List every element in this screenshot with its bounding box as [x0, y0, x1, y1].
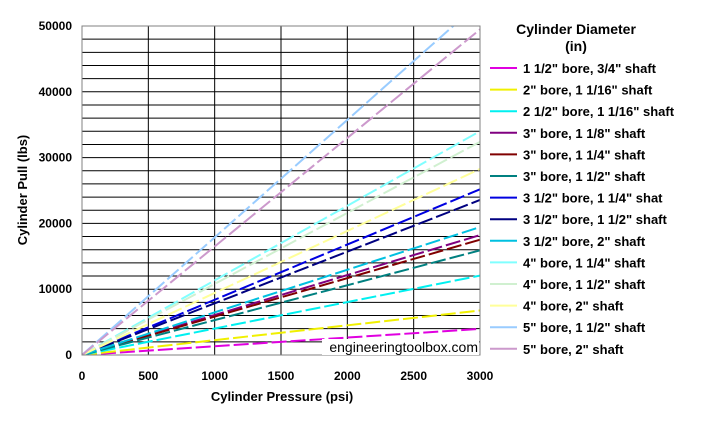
x-tick-label: 2500 — [400, 369, 427, 383]
y-tick-label: 50000 — [39, 19, 73, 33]
legend-title-units: (in) — [565, 38, 587, 54]
legend-title: Cylinder Diameter — [516, 21, 636, 37]
legend-label: 3 1/2" bore, 1 1/2" shaft — [523, 212, 668, 227]
x-tick-label: 1000 — [201, 369, 228, 383]
legend-label: 4" bore, 2" shaft — [523, 299, 624, 314]
legend-label: 4" bore, 1 1/4" shaft — [523, 255, 646, 270]
y-tick-label: 40000 — [39, 85, 73, 99]
y-tick-label: 10000 — [39, 282, 73, 296]
legend-item: 4" bore, 1 1/4" shaft — [490, 255, 646, 270]
x-axis-title: Cylinder Pressure (psi) — [211, 389, 353, 404]
x-tick-label: 2000 — [334, 369, 361, 383]
series-line-8 — [82, 199, 480, 355]
legend-item: 3 1/2" bore, 2" shaft — [490, 234, 646, 249]
legend-label: 2" bore, 1 1/16" shaft — [523, 83, 653, 98]
series-line-14 — [82, 28, 480, 355]
legend-label: 5" bore, 2" shaft — [523, 342, 624, 357]
y-tick-label: 0 — [65, 348, 72, 362]
legend-item: 5" bore, 2" shaft — [490, 342, 624, 357]
legend-label: 5" bore, 1 1/2" shaft — [523, 320, 646, 335]
legend-label: 3 1/2" bore, 1 1/4" shat — [523, 191, 663, 206]
legend-label: 4" bore, 1 1/2" shaft — [523, 277, 646, 292]
y-axis-tick-labels: 0 10000 20000 30000 40000 50000 — [39, 19, 73, 362]
plot-area-border — [81, 25, 481, 356]
legend-label: 3" bore, 1 1/4" shaft — [523, 147, 646, 162]
y-tick-label: 30000 — [39, 151, 73, 165]
legend: 1 1/2" bore, 3/4" shaft 2" bore, 1 1/16" … — [490, 61, 675, 357]
legend-label: 2 1/2" bore, 1 1/16" shaft — [523, 104, 675, 119]
legend-item: 2 1/2" bore, 1 1/16" shaft — [490, 104, 675, 119]
series-lines — [82, 26, 480, 355]
legend-item: 3 1/2" bore, 1 1/2" shaft — [490, 212, 668, 227]
watermark: engineeringtoolbox.com — [329, 339, 478, 355]
legend-item: 4" bore, 1 1/2" shaft — [490, 277, 646, 292]
legend-item: 3" bore, 1 1/4" shaft — [490, 147, 646, 162]
legend-item: 2" bore, 1 1/16" shaft — [490, 83, 653, 98]
legend-item: 3 1/2" bore, 1 1/4" shat — [490, 191, 663, 206]
legend-item: 4" bore, 2" shaft — [490, 299, 624, 314]
x-tick-label: 500 — [138, 369, 158, 383]
x-tick-label: 1500 — [268, 369, 295, 383]
x-tick-label: 0 — [79, 369, 86, 383]
legend-label: 3" bore, 1 1/2" shaft — [523, 169, 646, 184]
series-line-7 — [82, 188, 480, 355]
series-line-9 — [82, 226, 480, 355]
series-line-5 — [82, 238, 480, 355]
series-line-3 — [82, 274, 480, 355]
legend-item: 3" bore, 1 1/2" shaft — [490, 169, 646, 184]
watermark-background — [322, 339, 479, 355]
legend-label: 1 1/2" bore, 3/4" shaft — [523, 61, 657, 76]
series-line-10 — [82, 130, 480, 355]
series-line-13 — [82, 26, 455, 355]
series-line-6 — [82, 249, 480, 355]
series-line-1 — [82, 327, 480, 355]
legend-label: 3 1/2" bore, 2" shaft — [523, 234, 646, 249]
x-axis-tick-labels: 0 500 1000 1500 2000 2500 3000 — [79, 369, 494, 383]
series-line-2 — [82, 309, 480, 355]
legend-item: 5" bore, 1 1/2" shaft — [490, 320, 646, 335]
legend-item: 3" bore, 1 1/8" shaft — [490, 126, 646, 141]
x-tick-label: 3000 — [467, 369, 494, 383]
series-line-12 — [82, 168, 480, 355]
legend-label: 3" bore, 1 1/8" shaft — [523, 126, 646, 141]
y-tick-label: 20000 — [39, 216, 73, 230]
y-axis-title: Cylinder Pull (lbs) — [15, 135, 30, 246]
legend-item: 1 1/2" bore, 3/4" shaft — [490, 61, 657, 76]
